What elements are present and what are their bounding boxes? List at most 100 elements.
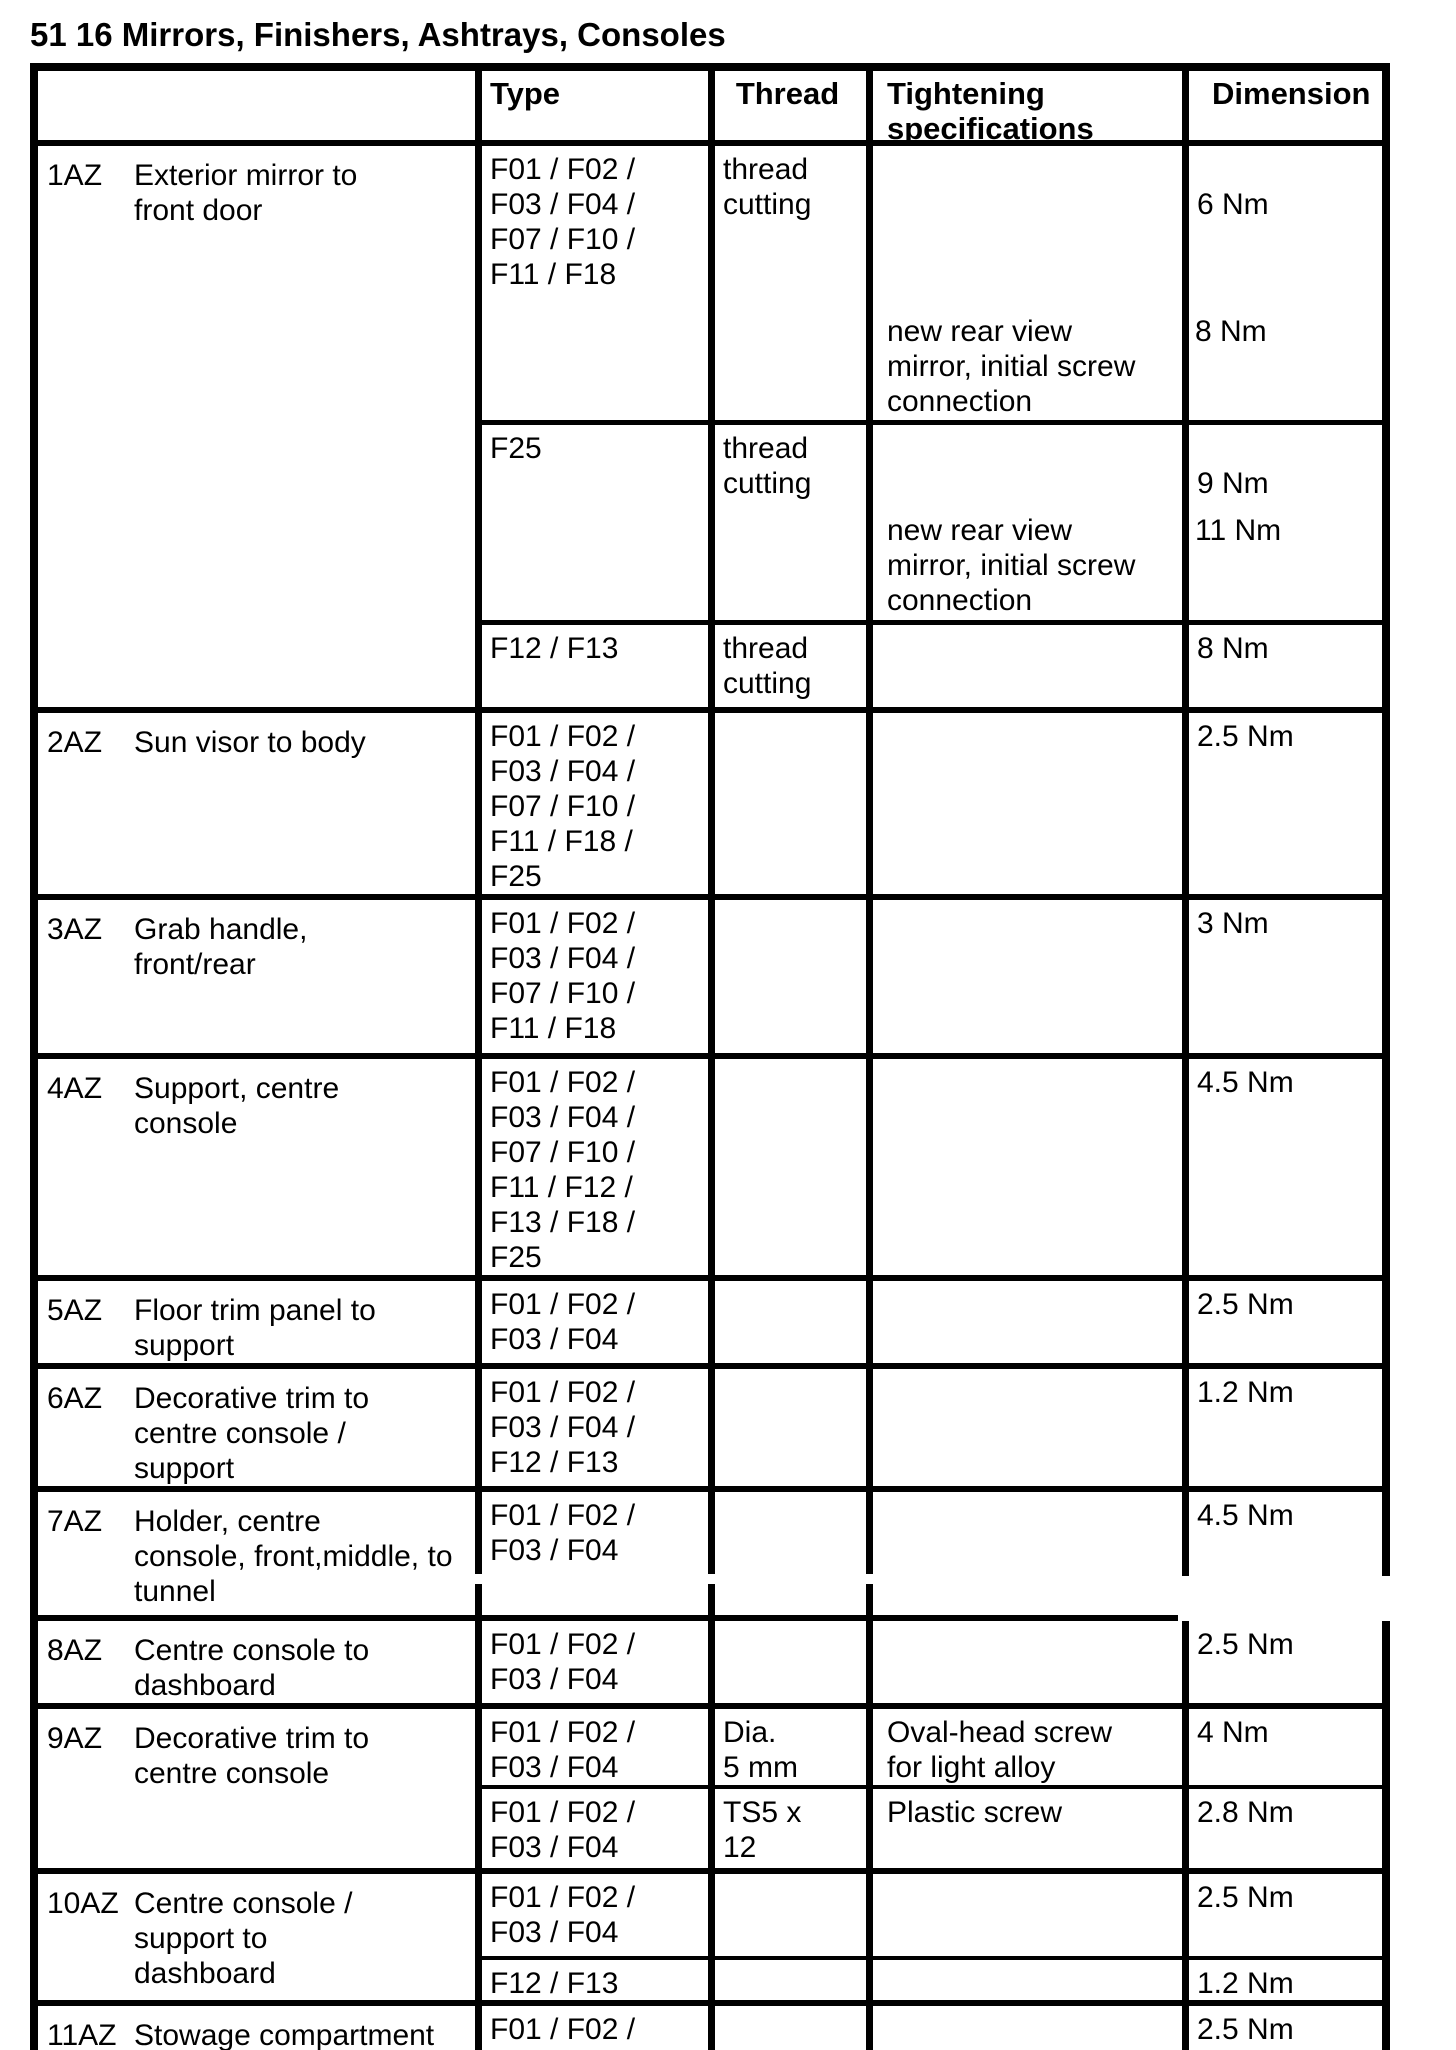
item-cell: 5AZ Floor trim panel to support <box>38 1281 482 1363</box>
type-cell: F01 / F02 / F03 / F04 <box>482 1789 715 1868</box>
thread-cell: thread cutting <box>715 146 873 420</box>
tightening-note: new rear view mirror, initial screw conn… <box>887 514 1136 617</box>
thread-cell <box>715 900 873 1053</box>
tightening-cell <box>873 1059 1189 1275</box>
dimension-cell: 6 Nm 8 Nm <box>1189 146 1382 420</box>
subrow: F25 thread cutting new rear view mirror,… <box>482 425 1382 625</box>
dimension-cell: 2.5 Nm <box>1197 1628 1294 1661</box>
type-cell: F01 / F02 / F03 / F04 / F07 / F10 / F11 … <box>482 713 715 894</box>
table-row-9az: 9AZ Decorative trim to centre console F0… <box>38 1709 1382 1874</box>
item-cell: 3AZ Grab handle, front/rear <box>38 900 482 1053</box>
dimension-cell: 8 Nm <box>1197 632 1269 665</box>
item-description: Floor trim panel to support <box>134 1294 376 1362</box>
thread-cell: Dia. 5 mm <box>715 1709 873 1785</box>
item-description: Grab handle, front/rear <box>134 913 308 981</box>
header-name <box>38 71 482 140</box>
type-cell: F01 / F02 / F03 / F04 / F12 / F13 <box>482 1369 715 1486</box>
dimension-cell: 2.8 Nm <box>1197 1796 1294 1829</box>
dimension-cell: 4.5 Nm <box>1197 1499 1294 1532</box>
page-break-gap <box>458 1574 888 1584</box>
tightening-cell <box>873 2006 1189 2050</box>
table-row-8az: 8AZ Centre console to dashboard F01 / F0… <box>38 1621 1382 1709</box>
type-cell: F01 / F02 / F03 / F04 <box>482 1709 715 1785</box>
tightening-cell: Oval-head screw for light alloy <box>873 1709 1189 1785</box>
subrow: F01 / F02 / F03 / F04 2.5 Nm <box>482 1281 1382 1363</box>
tightening-cell <box>873 1621 1189 1703</box>
tightening-cell <box>873 1492 1189 1615</box>
item-id: 6AZ <box>47 1382 103 1415</box>
table-row-2az: 2AZ Sun visor to body F01 / F02 / F03 / … <box>38 713 1382 900</box>
dimension-cell: 4.5 Nm <box>1197 1066 1294 1099</box>
thread-cell: TS5 x 12 <box>715 1789 873 1868</box>
dimension-cell: 1.2 Nm <box>1197 1376 1294 1409</box>
item-cell: 6AZ Decorative trim to centre console / … <box>38 1369 482 1486</box>
item-cell: 4AZ Support, centre console <box>38 1059 482 1275</box>
item-id: 3AZ <box>47 913 103 946</box>
item-description: Decorative trim to centre console / supp… <box>134 1382 370 1485</box>
header-type: Type <box>482 71 715 140</box>
tightening-cell <box>873 1281 1189 1363</box>
thread-cell <box>715 1492 873 1615</box>
tightening-cell: new rear view mirror, initial screw conn… <box>873 425 1189 620</box>
item-id: 11AZ <box>47 2019 117 2050</box>
subrow: F01 / F02 / F03 / F04 / F07 / F10 / F11 … <box>482 1059 1382 1275</box>
table-row-10az: 10AZ Centre console / support to dashboa… <box>38 1874 1382 2006</box>
thread-cell <box>715 1369 873 1486</box>
tightening-cell <box>873 1960 1189 2000</box>
thread-cell <box>715 1960 873 2000</box>
item-cell: 1AZ Exterior mirror to front door <box>38 146 482 707</box>
subrow: F01 / F02 / F03 / F04 / F07 / F10 / F11 … <box>482 713 1382 894</box>
dimension-cell: 3 Nm <box>1197 907 1269 940</box>
type-cell: F01 / F02 / F03 / F04 <box>482 1492 715 1615</box>
subrow: F01 / F02 / F03 / F04 / F12 / F13 1.2 Nm <box>482 1369 1382 1486</box>
thread-cell <box>715 1874 873 1956</box>
table-header-row: Type Thread Tightening specifications Di… <box>38 71 1382 146</box>
table-row-4az: 4AZ Support, centre console F01 / F02 / … <box>38 1059 1382 1281</box>
subrow: F01 / F02 / 2.5 Nm <box>482 2006 1382 2050</box>
type-cell: F01 / F02 / F03 / F04 <box>482 1281 715 1363</box>
item-description: Holder, centre console, front,middle, to… <box>134 1505 453 1608</box>
item-cell: 10AZ Centre console / support to dashboa… <box>38 1874 482 2000</box>
tightening-note: new rear view mirror, initial screw conn… <box>887 315 1136 418</box>
table-row-6az: 6AZ Decorative trim to centre console / … <box>38 1369 1382 1492</box>
tightening-cell <box>873 1369 1189 1486</box>
item-id: 2AZ <box>47 726 103 759</box>
item-description: Centre console / support to dashboard <box>134 1887 353 1990</box>
type-cell: F01 / F02 / F03 / F04 <box>482 1874 715 1956</box>
dimension-cell: 2.5 Nm <box>1197 720 1294 753</box>
header-dimension: Dimension <box>1212 76 1371 111</box>
type-cell: F25 <box>482 425 715 620</box>
dimension-value: 6 Nm <box>1197 188 1269 221</box>
item-cell: 9AZ Decorative trim to centre console <box>38 1709 482 1868</box>
tightening-cell <box>873 713 1189 894</box>
item-cell: 7AZ Holder, centre console, front,middle… <box>38 1492 482 1615</box>
tightening-cell <box>873 625 1189 707</box>
subrow: F01 / F02 / F03 / F04 4.5 Nm <box>482 1492 1382 1615</box>
dimension-cell: 2.5 Nm <box>1197 2013 1294 2046</box>
thread-cell <box>715 2006 873 2050</box>
type-cell: F01 / F02 / F03 / F04 / F07 / F10 / F11 … <box>482 146 715 420</box>
item-description: Support, centre console <box>134 1072 340 1140</box>
subrow: F12 / F13 thread cutting 8 Nm <box>482 625 1382 707</box>
item-id: 1AZ <box>47 159 103 192</box>
subrow: F01 / F02 / F03 / F04 Dia. 5 mm Oval-hea… <box>482 1709 1382 1789</box>
type-cell: F01 / F02 / F03 / F04 <box>482 1621 715 1703</box>
table-row-5az: 5AZ Floor trim panel to support F01 / F0… <box>38 1281 1382 1369</box>
item-description: Sun visor to body <box>134 726 366 759</box>
subrow: F01 / F02 / F03 / F04 TS5 x 12 Plastic s… <box>482 1789 1382 1868</box>
subrow: F01 / F02 / F03 / F04 / F07 / F10 / F11 … <box>482 900 1382 1053</box>
dimension-cell: 1.2 Nm <box>1197 1967 1294 2000</box>
table-row-11az: 11AZ Stowage compartment F01 / F02 / 2.5… <box>38 2006 1382 2050</box>
item-id: 10AZ <box>47 1887 119 1920</box>
item-cell: 11AZ Stowage compartment <box>38 2006 482 2050</box>
header-tightening: Tightening specifications <box>873 71 1189 140</box>
type-cell: F12 / F13 <box>482 1960 715 2000</box>
dimension-value: 9 Nm <box>1197 467 1269 500</box>
dimension-cell: 2.5 Nm <box>1197 1881 1294 1914</box>
subrow: F01 / F02 / F03 / F04 / F07 / F10 / F11 … <box>482 146 1382 425</box>
page-title: 51 16 Mirrors, Finishers, Ashtrays, Cons… <box>30 16 726 53</box>
table-row-1az: 1AZ Exterior mirror to front door F01 / … <box>38 146 1382 713</box>
thread-cell: thread cutting <box>715 425 873 620</box>
item-id: 7AZ <box>47 1505 103 1538</box>
